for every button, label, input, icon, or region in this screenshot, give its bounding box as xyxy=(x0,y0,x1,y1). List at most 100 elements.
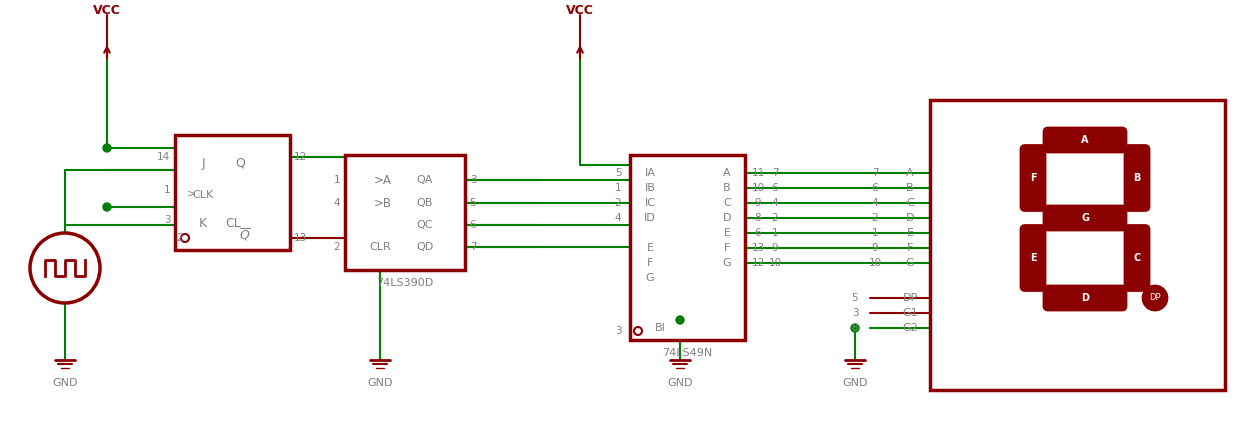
Text: E: E xyxy=(1030,253,1036,263)
Circle shape xyxy=(30,233,100,303)
Text: J: J xyxy=(201,157,205,170)
Text: >: > xyxy=(187,188,197,198)
Text: CL: CL xyxy=(225,217,241,230)
Text: QB: QB xyxy=(417,198,433,208)
Text: C: C xyxy=(723,198,731,208)
Text: 4: 4 xyxy=(615,213,622,223)
Text: 3: 3 xyxy=(469,175,477,185)
Text: 1: 1 xyxy=(871,228,879,238)
Text: DP: DP xyxy=(1149,294,1161,302)
Circle shape xyxy=(1143,286,1167,310)
Bar xyxy=(344,155,466,270)
Text: >A: >A xyxy=(374,173,392,187)
Text: G: G xyxy=(645,273,654,283)
Text: 74LS390D: 74LS390D xyxy=(377,278,433,288)
Circle shape xyxy=(676,316,684,324)
Text: 7: 7 xyxy=(871,168,879,178)
Circle shape xyxy=(181,234,188,242)
Text: G: G xyxy=(906,258,915,268)
Text: 6: 6 xyxy=(771,183,779,193)
Circle shape xyxy=(851,324,859,332)
Text: 6: 6 xyxy=(871,183,879,193)
Text: QD: QD xyxy=(417,242,433,252)
Circle shape xyxy=(634,327,641,335)
Text: D: D xyxy=(906,213,915,223)
FancyBboxPatch shape xyxy=(1124,146,1149,211)
Text: 1: 1 xyxy=(615,183,622,193)
Text: 2: 2 xyxy=(615,198,622,208)
Text: QC: QC xyxy=(417,220,433,230)
Text: B: B xyxy=(1133,173,1141,183)
Text: GND: GND xyxy=(367,378,393,388)
Text: VCC: VCC xyxy=(94,3,121,16)
Text: B: B xyxy=(723,183,731,193)
Text: 2: 2 xyxy=(771,213,779,223)
Bar xyxy=(630,155,745,340)
Text: >B: >B xyxy=(374,197,392,209)
Text: A: A xyxy=(906,168,914,178)
Text: 12: 12 xyxy=(751,258,765,268)
FancyBboxPatch shape xyxy=(1045,286,1126,310)
Text: G: G xyxy=(723,258,731,268)
FancyBboxPatch shape xyxy=(1045,206,1126,230)
Text: GND: GND xyxy=(52,378,77,388)
Circle shape xyxy=(104,144,111,152)
Text: 7: 7 xyxy=(771,168,779,178)
Text: 6: 6 xyxy=(755,228,761,238)
Bar xyxy=(930,100,1226,390)
Text: 12: 12 xyxy=(293,152,307,162)
Text: 74LS49N: 74LS49N xyxy=(661,348,713,358)
Circle shape xyxy=(104,203,111,211)
Text: 9: 9 xyxy=(771,243,779,253)
Text: $\overline{Q}$: $\overline{Q}$ xyxy=(240,227,251,243)
Text: 4: 4 xyxy=(333,198,341,208)
Text: IB: IB xyxy=(644,183,655,193)
Text: F: F xyxy=(1030,173,1036,183)
Text: 9: 9 xyxy=(755,198,761,208)
Text: F: F xyxy=(646,258,653,268)
Text: GND: GND xyxy=(668,378,693,388)
Text: G: G xyxy=(1081,213,1090,223)
Text: K: K xyxy=(198,217,207,230)
Text: 2: 2 xyxy=(333,242,341,252)
Text: VCC: VCC xyxy=(567,3,594,16)
Text: 14: 14 xyxy=(156,152,170,162)
Text: 3: 3 xyxy=(163,215,170,225)
Text: 9: 9 xyxy=(871,243,879,253)
FancyBboxPatch shape xyxy=(1045,128,1126,152)
Text: CLR: CLR xyxy=(369,242,391,252)
Text: E: E xyxy=(724,228,730,238)
Text: G2: G2 xyxy=(902,323,917,333)
Text: 13: 13 xyxy=(751,243,765,253)
Text: 8: 8 xyxy=(851,323,859,333)
Text: CLK: CLK xyxy=(192,190,213,200)
Text: 10: 10 xyxy=(769,258,781,268)
Text: 5: 5 xyxy=(851,293,859,303)
Text: 13: 13 xyxy=(293,233,307,243)
Text: C: C xyxy=(906,198,914,208)
Text: 5: 5 xyxy=(469,198,477,208)
Text: 5: 5 xyxy=(615,168,622,178)
Text: 10: 10 xyxy=(751,183,765,193)
Text: DP: DP xyxy=(902,293,917,303)
Text: D: D xyxy=(1081,293,1090,303)
Text: 10: 10 xyxy=(869,258,881,268)
Text: A: A xyxy=(723,168,731,178)
Text: F: F xyxy=(907,243,914,253)
Text: Q: Q xyxy=(235,157,245,170)
Text: 3: 3 xyxy=(615,326,622,336)
Text: 2: 2 xyxy=(177,233,183,243)
Text: 1: 1 xyxy=(771,228,779,238)
Text: 7: 7 xyxy=(469,242,477,252)
Text: G1: G1 xyxy=(902,308,917,318)
Text: IC: IC xyxy=(644,198,655,208)
Text: 6: 6 xyxy=(469,220,477,230)
Text: E: E xyxy=(906,228,914,238)
Text: 11: 11 xyxy=(751,168,765,178)
Text: QA: QA xyxy=(417,175,433,185)
Text: 2: 2 xyxy=(871,213,879,223)
Text: 4: 4 xyxy=(871,198,879,208)
Text: 4: 4 xyxy=(771,198,779,208)
Text: A: A xyxy=(1081,135,1088,145)
Bar xyxy=(175,135,290,250)
